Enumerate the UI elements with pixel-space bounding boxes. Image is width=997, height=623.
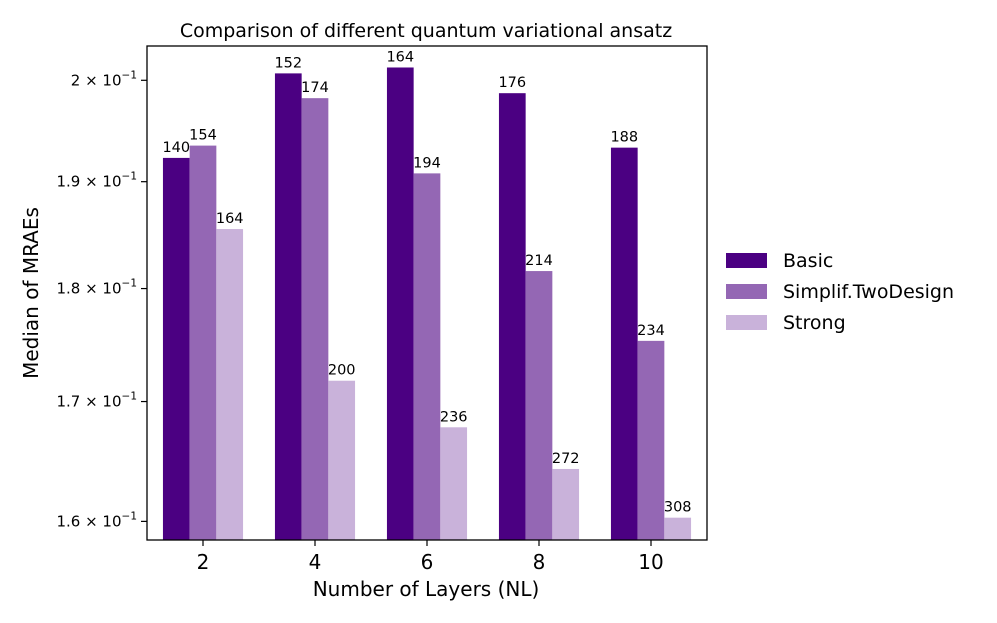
y-tick-label: 1.9 × 10−1 — [56, 171, 137, 191]
bar-basic-10 — [610, 147, 638, 541]
x-tick-label: 4 — [309, 550, 322, 574]
bar-simplif-twodesign-10 — [637, 340, 665, 540]
bar-data-label: 164 — [216, 211, 244, 227]
bar-data-label: 272 — [552, 451, 580, 467]
bar-data-label: 188 — [610, 130, 638, 146]
x-tick-label: 10 — [638, 550, 663, 574]
bar-simplif-twodesign-4 — [301, 98, 329, 540]
bar-basic-6 — [386, 67, 414, 540]
y-tick-label: 1.7 × 10−1 — [56, 391, 137, 411]
x-tick-label: 2 — [197, 550, 210, 574]
bar-data-label: 174 — [301, 80, 329, 96]
legend-swatch-simplif-twodesign — [726, 284, 767, 299]
bar-data-label: 176 — [498, 75, 526, 91]
legend-label: Simplif.TwoDesign — [783, 281, 954, 303]
bar-data-label: 200 — [328, 363, 356, 379]
bar-basic-2 — [162, 157, 190, 541]
bar-simplif-twodesign-6 — [413, 173, 441, 540]
bar-data-label: 152 — [274, 55, 302, 71]
legend-swatch-strong — [726, 315, 767, 330]
bar-strong-10 — [664, 517, 692, 540]
y-tick-label: 1.8 × 10−1 — [56, 278, 137, 298]
bar-data-label: 236 — [440, 409, 468, 425]
bar-data-label: 234 — [637, 323, 665, 339]
bar-data-label: 164 — [386, 49, 414, 65]
x-axis-label: Number of Layers (NL) — [313, 577, 540, 601]
bar-data-label: 308 — [664, 500, 692, 516]
legend-label: Basic — [783, 250, 833, 272]
y-tick-label: 1.6 × 10−1 — [56, 510, 137, 530]
chart-title: Comparison of different quantum variatio… — [180, 20, 672, 42]
bar-strong-8 — [552, 468, 580, 540]
x-tick-label: 6 — [421, 550, 434, 574]
bar-strong-6 — [440, 427, 468, 540]
bar-data-label: 154 — [189, 128, 217, 144]
legend-label: Strong — [783, 312, 846, 334]
bar-data-label: 214 — [525, 253, 553, 269]
bar-basic-4 — [274, 73, 302, 540]
legend: Basic Simplif.TwoDesign Strong — [726, 250, 954, 334]
bar-simplif-twodesign-8 — [525, 271, 553, 540]
bar-strong-4 — [328, 380, 356, 540]
bar-simplif-twodesign-2 — [189, 145, 217, 540]
y-tick-label: 2 × 10−1 — [71, 69, 137, 89]
y-axis-label: Median of MRAEs — [19, 207, 43, 379]
x-tick-label: 8 — [533, 550, 546, 574]
legend-swatch-basic — [726, 253, 767, 268]
bar-strong-2 — [216, 229, 244, 540]
bar-data-label: 140 — [162, 140, 190, 156]
bar-data-label: 194 — [413, 155, 441, 171]
bar-basic-8 — [498, 93, 526, 540]
